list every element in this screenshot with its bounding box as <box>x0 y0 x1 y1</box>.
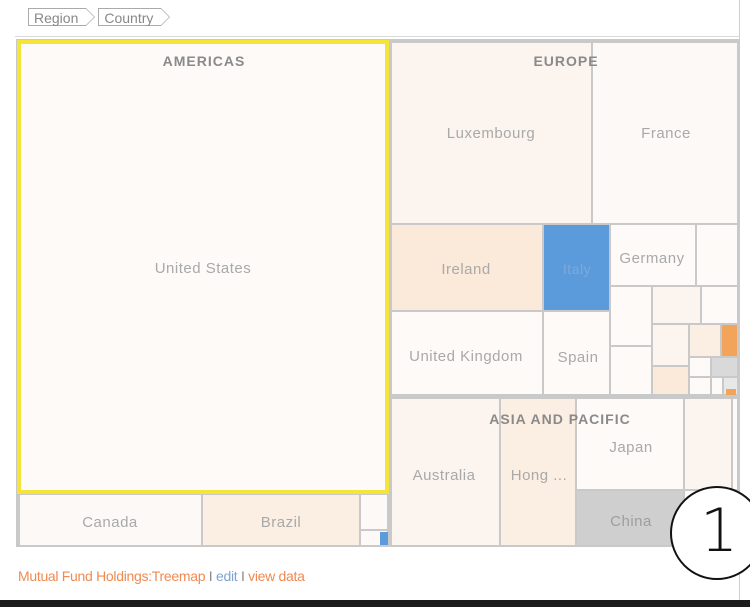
footer-separator: I <box>208 568 213 584</box>
breadcrumb-item-country[interactable]: Country <box>98 8 171 26</box>
tile-label-canada: Canada <box>82 514 138 531</box>
footer: Mutual Fund Holdings:Treemap I edit I vi… <box>18 568 305 584</box>
tile-europe-tiny-orange <box>726 389 736 395</box>
step-number: 1 <box>700 496 739 566</box>
tile-label-australia: Australia <box>413 467 476 484</box>
breadcrumb-item-region[interactable]: Region <box>28 8 96 26</box>
tile-ireland[interactable] <box>390 223 544 312</box>
tile-asia-other-2[interactable] <box>731 397 739 491</box>
step-number-badge: 1 <box>670 486 750 580</box>
breadcrumb: Region Country <box>28 6 173 28</box>
tile-label-hong-kong: Hong ... <box>511 467 568 484</box>
treemap-container: AMERICAS United States Canada Brazil EUROPE L… <box>15 36 740 548</box>
tile-china[interactable] <box>575 489 685 547</box>
highlight-border <box>17 40 389 494</box>
edit-link[interactable]: edit <box>215 568 238 584</box>
tile-hong-kong[interactable] <box>499 397 577 547</box>
tile-europe-small-10[interactable] <box>710 356 739 378</box>
tile-europe-small-7[interactable] <box>720 323 739 358</box>
tile-canada[interactable] <box>18 493 203 547</box>
tile-asia-other-1[interactable] <box>683 397 733 491</box>
tile-americas-other-1[interactable] <box>359 493 389 531</box>
tile-spain[interactable] <box>542 310 611 396</box>
tile-label-brazil: Brazil <box>261 514 302 531</box>
tile-europe-small-12[interactable] <box>710 376 724 396</box>
tile-germany[interactable] <box>609 223 697 287</box>
tile-label-ireland: Ireland <box>441 261 490 278</box>
tile-europe-small-5[interactable] <box>651 323 690 367</box>
footer-title: Mutual Fund Holdings:Treemap <box>18 568 206 584</box>
tile-united-kingdom[interactable] <box>390 310 544 396</box>
tile-united-states[interactable] <box>18 41 388 492</box>
window-bottom-edge <box>0 600 750 607</box>
tile-label-france: France <box>641 125 691 142</box>
tile-europe-small-4[interactable] <box>609 345 653 396</box>
tile-europe-other-1[interactable] <box>695 223 739 287</box>
tile-label-china: China <box>610 513 652 530</box>
tile-label-united-kingdom: United Kingdom <box>409 348 523 365</box>
tile-europe-small-1[interactable] <box>609 285 653 347</box>
tile-europe-small-11[interactable] <box>688 376 712 396</box>
tile-australia[interactable] <box>390 397 501 547</box>
region-label-asia-pacific: ASIA AND PACIFIC <box>489 411 630 427</box>
treemap-chart: AMERICAS United States Canada Brazil EUROPE L… <box>16 39 740 547</box>
tile-label-japan: Japan <box>609 439 652 456</box>
tile-europe-small-8[interactable] <box>651 365 690 396</box>
tile-europe-small-2[interactable] <box>651 285 702 325</box>
tile-label-luxembourg: Luxembourg <box>447 125 535 142</box>
tile-label-germany: Germany <box>619 250 684 267</box>
region-label-americas: AMERICAS <box>163 53 246 69</box>
footer-separator: I <box>240 568 245 584</box>
tile-europe-small-3[interactable] <box>700 285 739 325</box>
view-data-link[interactable]: view data <box>248 568 305 584</box>
tile-europe-small-6[interactable] <box>688 323 722 358</box>
tile-japan[interactable] <box>575 397 685 491</box>
tile-americas-small-blue <box>380 532 388 545</box>
tile-italy[interactable] <box>542 223 611 312</box>
tile-europe-small-9[interactable] <box>688 356 712 378</box>
tile-label-spain: Spain <box>558 349 599 366</box>
tile-label-italy: Italy <box>563 261 591 277</box>
region-label-europe: EUROPE <box>533 53 598 69</box>
tile-france[interactable] <box>591 41 739 225</box>
tile-label-united-states: United States <box>155 260 252 277</box>
